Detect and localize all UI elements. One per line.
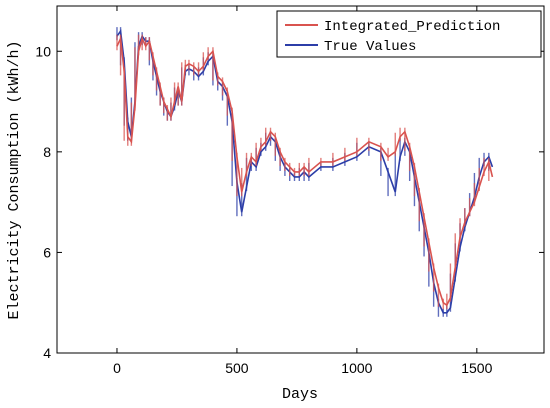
y-tick-label: 10 <box>35 43 51 59</box>
legend: Integrated_Prediction True Values <box>276 10 542 58</box>
series-line-integrated-prediction <box>116 35 494 307</box>
x-tick-label: 1500 <box>461 360 492 376</box>
y-axis-ticks: 4 6 8 10 <box>35 43 544 361</box>
y-tick-label: 4 <box>43 345 51 361</box>
plot-area <box>56 5 545 354</box>
y-tick-label: 8 <box>43 144 51 160</box>
x-axis-title: Days <box>282 386 318 403</box>
x-tick-label: 0 <box>113 360 121 376</box>
legend-box <box>276 10 542 58</box>
x-axis-ticks: 0 500 1000 1500 <box>113 6 493 376</box>
y-tick-label: 6 <box>43 244 51 260</box>
legend-label-integrated-prediction: Integrated_Prediction <box>324 19 500 35</box>
legend-label-true-values: True Values <box>324 39 416 55</box>
chart-marks <box>116 27 494 317</box>
x-tick-label: 1000 <box>341 360 372 376</box>
x-tick-label: 500 <box>225 360 249 376</box>
y-axis-title: Electricity Consumption (kWh/h) <box>6 40 23 319</box>
